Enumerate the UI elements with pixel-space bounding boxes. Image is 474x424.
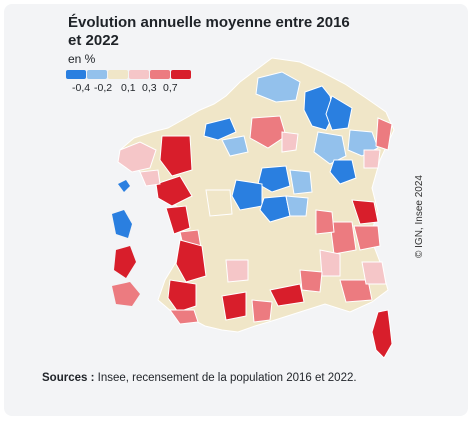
dept-nievre <box>289 169 313 195</box>
sources-label: Sources : <box>42 372 95 384</box>
legend-swatch-4 <box>129 70 149 79</box>
legend-label-3: 0,1 <box>121 82 136 94</box>
map-title: Évolution annuelle moyenne entre 2016 et… <box>68 14 388 50</box>
dept-savoie <box>353 225 381 251</box>
dept-morbihan <box>139 169 161 187</box>
dept-indre <box>231 179 263 211</box>
dept-gard <box>299 269 323 293</box>
legend-swatch-3 <box>108 70 128 79</box>
dept-vendee <box>165 205 191 235</box>
dept-haute-marne <box>329 159 357 185</box>
sources-line: Sources : Insee, recensement de la popul… <box>42 372 357 384</box>
legend-label-2: -0,2 <box>94 82 113 94</box>
dept-orne <box>221 135 249 157</box>
title-line-2: et 2022 <box>68 32 119 49</box>
dept-haute-garonne <box>221 291 247 321</box>
dept-bas-rhin <box>375 117 393 151</box>
dept-allier <box>285 195 309 217</box>
dept-pyrenees-atlantiques <box>169 309 199 325</box>
dept-aude <box>251 299 273 323</box>
legend-swatch-6 <box>171 70 191 79</box>
dept-lot <box>225 259 249 283</box>
dept-creuse <box>259 195 291 223</box>
overseas-guyane <box>114 246 136 278</box>
corsica <box>371 309 393 359</box>
dept-isere <box>329 221 357 255</box>
dept-paris-area <box>249 115 287 149</box>
credit-text: © IGN, Insee 2024 <box>414 175 425 258</box>
legend-swatch-2 <box>87 70 107 79</box>
dept-vienne <box>205 189 233 217</box>
dept-var <box>339 279 373 303</box>
dept-landes <box>167 279 197 313</box>
dept-ille-et-vilaine <box>159 135 193 177</box>
dept-gironde <box>175 239 207 283</box>
legend-swatch-1 <box>66 70 86 79</box>
unit-label: en % <box>68 52 96 66</box>
dept-cher <box>257 165 291 193</box>
sources-text: Insee, recensement de la population 2016… <box>97 372 357 384</box>
dept-finistere <box>117 141 157 173</box>
dept-herault <box>269 283 305 307</box>
dept-val-de-marne <box>281 131 299 153</box>
color-legend: -0,4 -0,2 0,1 0,3 0,7 <box>66 70 196 100</box>
overseas-martinique <box>112 210 132 238</box>
dept-loire-atlantique <box>155 175 193 207</box>
dept-haute-savoie <box>351 199 379 225</box>
dept-haut-rhin <box>363 149 381 169</box>
dept-rhone <box>315 209 335 235</box>
dept-ardennes <box>325 95 353 131</box>
legend-label-1: -0,4 <box>72 82 91 94</box>
legend-label-4: 0,3 <box>142 82 157 94</box>
legend-swatch-5 <box>150 70 170 79</box>
dept-drome <box>319 249 341 277</box>
overseas-guadeloupe <box>118 180 130 192</box>
dept-alpes-maritimes <box>361 261 387 285</box>
dept-somme <box>255 71 301 103</box>
legend-label-5: 0,7 <box>163 82 178 94</box>
title-line-1: Évolution annuelle moyenne entre 2016 <box>68 14 350 31</box>
dept-calvados <box>203 117 237 141</box>
overseas-reunion <box>112 282 140 306</box>
